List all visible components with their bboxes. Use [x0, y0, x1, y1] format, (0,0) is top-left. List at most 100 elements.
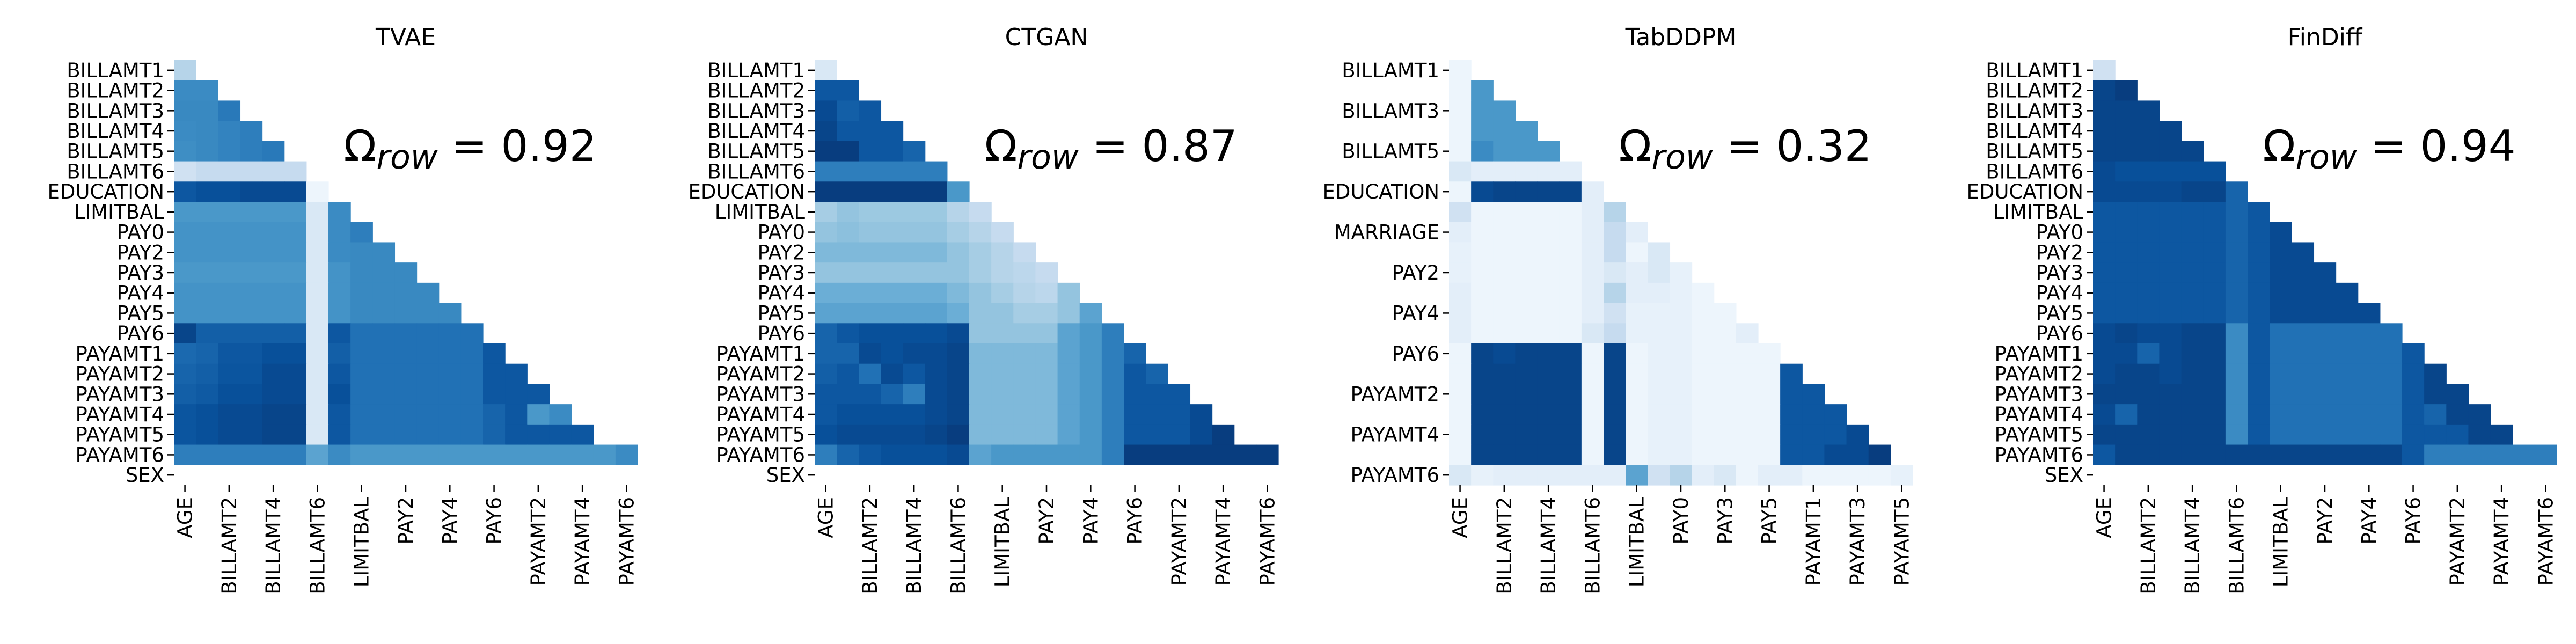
heatmap-cell: [2292, 384, 2315, 405]
row-tick-label: PAYAMT6: [716, 443, 806, 466]
heatmap-cell: [1824, 404, 1847, 425]
heatmap-cell: [1079, 444, 1102, 465]
heatmap-cell: [1057, 424, 1080, 445]
col-tick-label: BILLAMT6: [1581, 497, 1604, 595]
heatmap-cell: [1515, 242, 1538, 263]
heatmap-cell: [2336, 444, 2359, 465]
row-tick-label: BILLAMT2: [67, 79, 164, 103]
heatmap-cell: [1471, 404, 1494, 425]
heatmap-cell: [174, 100, 196, 121]
heatmap-cell: [2358, 424, 2381, 445]
omega-equals: =: [2357, 121, 2420, 171]
heatmap-cell: [815, 242, 837, 263]
heatmap-cell: [2203, 444, 2226, 465]
heatmap-cell: [1846, 444, 1869, 465]
heatmap-cell: [1868, 465, 1891, 486]
col-tick-label: BILLAMT4: [903, 497, 926, 595]
col-tick-label: PAY2: [1035, 497, 1058, 545]
heatmap-cell: [2137, 141, 2160, 162]
heatmap-cell: [947, 242, 970, 263]
heatmap-cell: [1190, 404, 1213, 425]
heatmap-cell: [438, 444, 462, 465]
col-tick-label: PAY4: [2358, 497, 2381, 545]
heatmap-cell: [2137, 222, 2160, 243]
col-tick-label: AGE: [2093, 497, 2116, 538]
heatmap-cell: [2159, 323, 2182, 344]
panel-title: TVAE: [375, 24, 436, 51]
heatmap-cell: [969, 343, 992, 364]
heatmap-cell: [394, 262, 418, 283]
heatmap-cell: [1013, 303, 1036, 324]
heatmap-cell: [1581, 343, 1604, 364]
row-tick-label: BILLAMT3: [707, 99, 805, 122]
heatmap-cell: [1758, 343, 1781, 364]
heatmap-cell: [1714, 465, 1737, 486]
heatmap-cell: [196, 121, 218, 142]
heatmap-cell: [925, 242, 948, 263]
heatmap-cell: [859, 161, 882, 182]
heatmap-cell: [262, 424, 285, 445]
row-tick-label: PAYAMT4: [1351, 423, 1440, 447]
heatmap-cell: [262, 323, 285, 344]
heatmap-cell: [218, 343, 241, 364]
heatmap-cell: [218, 181, 241, 202]
heatmap-cell: [969, 444, 992, 465]
row-tick-label: BILLAMT5: [1986, 140, 2083, 163]
heatmap-cell: [328, 424, 351, 445]
heatmap-cell: [2270, 444, 2292, 465]
heatmap-cell: [196, 363, 218, 385]
heatmap-cell: [174, 282, 196, 304]
heatmap-cell: [991, 444, 1014, 465]
heatmap-cell: [1780, 424, 1803, 445]
row-tick-label: PAYAMT4: [716, 403, 806, 426]
heatmap-cell: [174, 202, 196, 223]
row-tick-label: PAY4: [2036, 282, 2083, 305]
heatmap-cell: [2468, 404, 2491, 425]
heatmap-cell: [815, 282, 837, 304]
heatmap-cell: [1670, 262, 1693, 283]
heatmap-cell: [1449, 80, 1472, 101]
heatmap-cell: [881, 424, 904, 445]
heatmap-cell: [174, 303, 196, 324]
heatmap-cell: [328, 323, 351, 344]
heatmap-cell: [1581, 303, 1604, 324]
heatmap-cell: [1515, 363, 1538, 385]
heatmap-cell: [881, 404, 904, 425]
heatmap-cell: [2203, 363, 2226, 385]
heatmap-cell: [2137, 424, 2160, 445]
heatmap-cell: [1648, 424, 1671, 445]
heatmap-cell: [1758, 404, 1781, 425]
heatmap-cell: [1493, 181, 1516, 202]
heatmap-cell: [1626, 424, 1648, 445]
heatmap-cell: [859, 181, 882, 202]
heatmap-cell: [1780, 404, 1803, 425]
heatmap-cell: [1212, 424, 1235, 445]
heatmap-cell: [815, 80, 837, 101]
heatmap-cell: [2203, 262, 2226, 283]
row-tick-label: BILLAMT4: [707, 120, 805, 143]
heatmap-cell: [1515, 161, 1538, 182]
heatmap-cell: [1079, 424, 1102, 445]
row-tick-label: EDUCATION: [1966, 180, 2083, 203]
heatmap-cell: [2380, 444, 2403, 465]
heatmap-cell: [1493, 121, 1516, 142]
heatmap-cell: [1515, 343, 1538, 364]
heatmap-cell: [372, 444, 396, 465]
heatmap-cell: [991, 262, 1014, 283]
heatmap-cell: [881, 121, 904, 142]
heatmap-cell: [881, 444, 904, 465]
heatmap-cell: [1648, 343, 1671, 364]
heatmap-cell: [2203, 161, 2226, 182]
heatmap-cell: [2093, 60, 2116, 81]
heatmap-cell: [2093, 242, 2116, 263]
heatmap-cell: [2358, 363, 2381, 385]
row-tick-label: SEX: [766, 464, 805, 487]
heatmap-cell: [2115, 363, 2138, 385]
heatmap-cell: [2203, 282, 2226, 304]
heatmap-cell: [1035, 424, 1058, 445]
col-tick-label: PAYAMT2: [527, 497, 550, 586]
heatmap-cell: [1692, 343, 1715, 364]
heatmap-cell: [1101, 404, 1124, 425]
heatmap-cell: [196, 384, 218, 405]
heatmap-cell: [196, 323, 218, 344]
